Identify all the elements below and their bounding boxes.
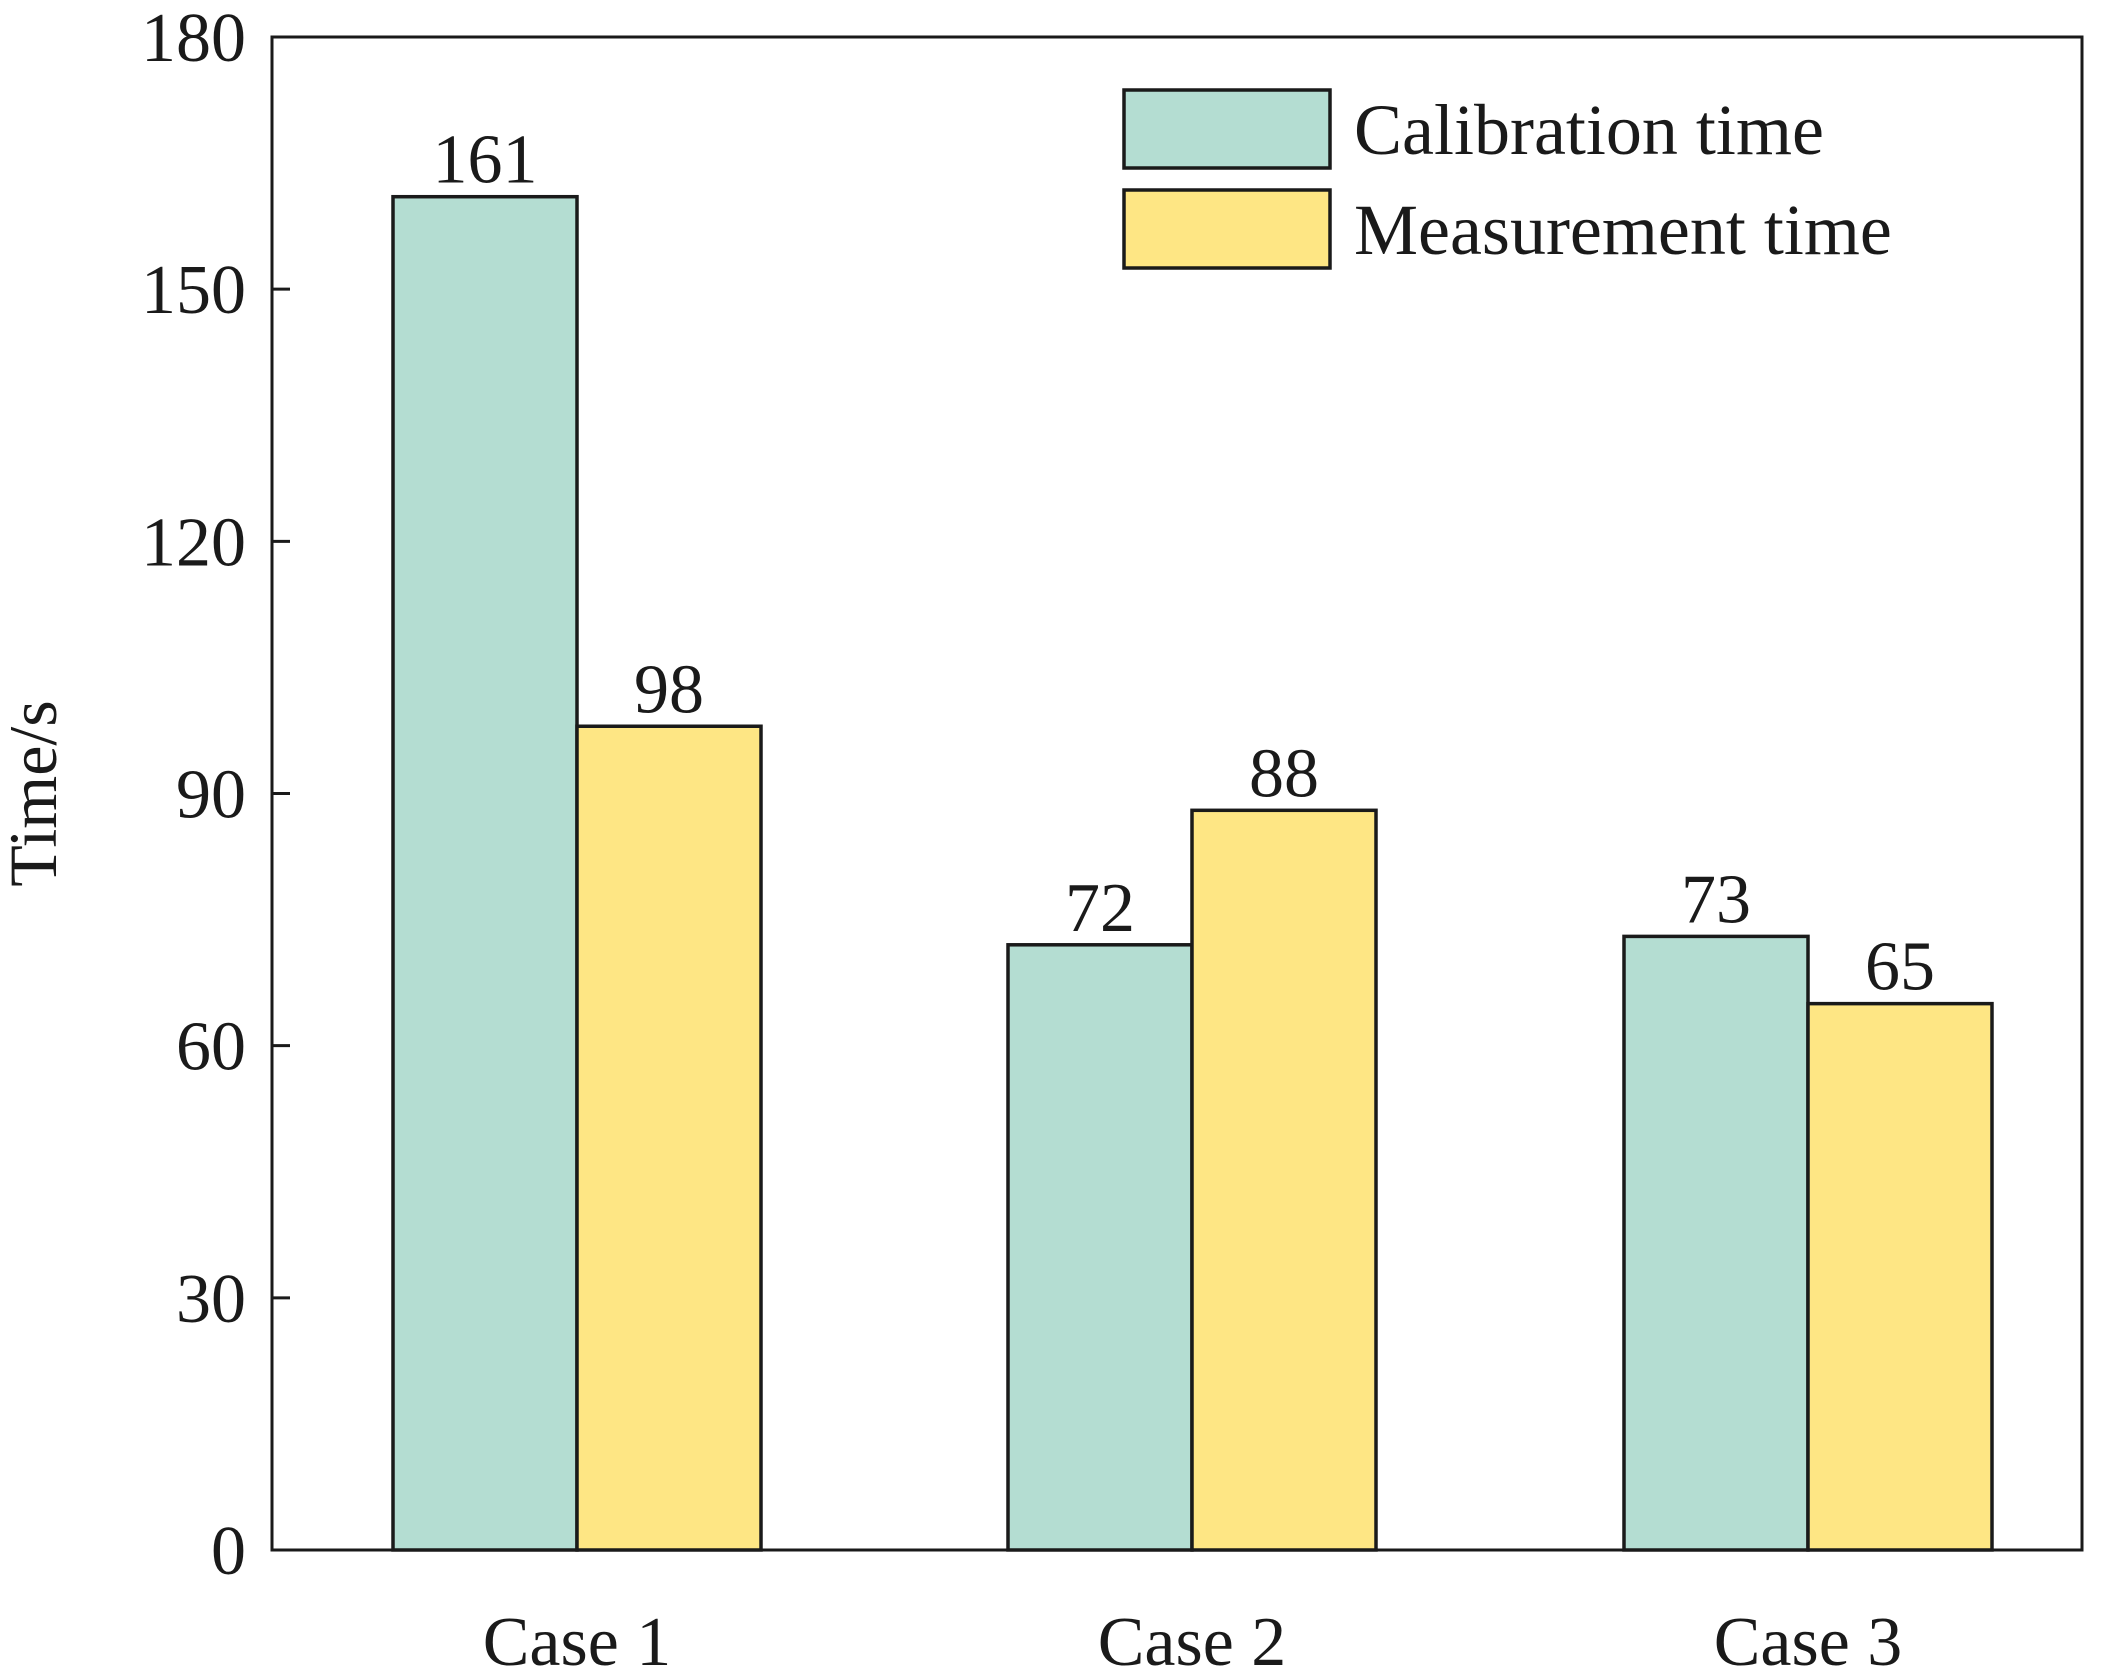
legend-label: Measurement time (1354, 190, 1892, 270)
y-tick-label: 30 (176, 1261, 246, 1338)
y-tick-label: 150 (141, 252, 246, 329)
bar-data-label: 65 (1865, 929, 1935, 1006)
bar-series: 161 98 72 88 73 65 (391, 122, 1994, 1552)
bar-data-label: 161 (433, 122, 538, 199)
y-tick-label: 180 (141, 0, 246, 77)
bar-data-label: 73 (1681, 861, 1751, 938)
bar-measurement-case-2 (1190, 808, 1378, 1552)
x-tick-label: Case 3 (1714, 1604, 1903, 1673)
legend: Calibration time Measurement time (1122, 88, 1892, 270)
bar-measurement-case-1 (575, 724, 763, 1552)
bar-data-label: 72 (1065, 870, 1135, 947)
legend-swatch-calibration (1122, 88, 1332, 170)
y-axis-label: Time/s (0, 700, 71, 886)
x-axis: Case 1 Case 2 Case 3 (483, 1604, 1903, 1673)
legend-label: Calibration time (1354, 90, 1824, 170)
x-tick-label: Case 1 (483, 1604, 672, 1673)
bar-calibration-case-1 (391, 194, 579, 1552)
y-tick-label: 0 (211, 1513, 246, 1590)
y-axis: 0 30 60 90 120 150 180 (141, 0, 290, 1590)
y-tick-label: 120 (141, 504, 246, 581)
bar-data-label: 98 (634, 651, 704, 728)
bar-measurement-case-3 (1806, 1001, 1994, 1552)
bar-calibration-case-2 (1006, 943, 1194, 1552)
y-tick-label: 90 (176, 757, 246, 834)
x-tick-label: Case 2 (1098, 1604, 1287, 1673)
bar-calibration-case-3 (1622, 934, 1810, 1552)
bar-data-label: 88 (1249, 735, 1319, 812)
legend-swatch-measurement (1122, 188, 1332, 270)
y-tick-label: 60 (176, 1009, 246, 1086)
